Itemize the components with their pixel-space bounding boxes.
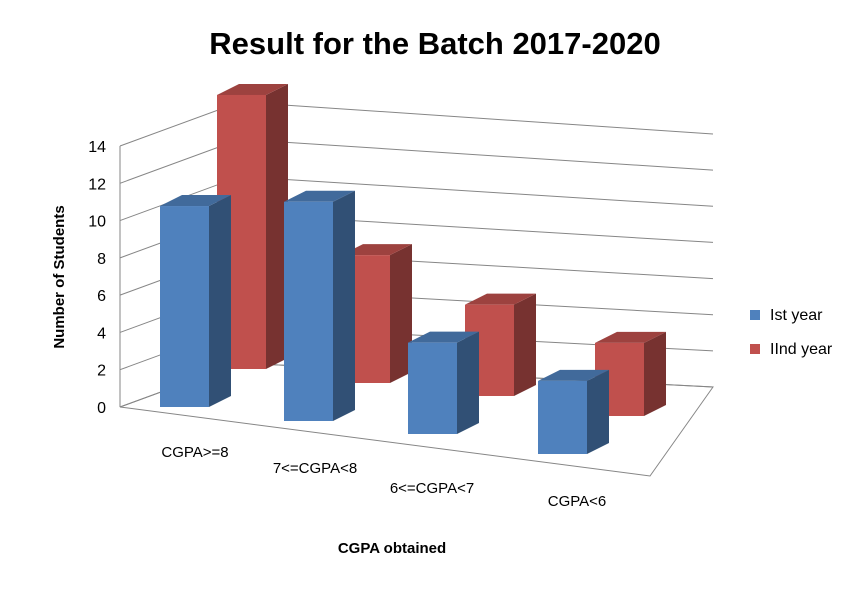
bar-side [457,331,479,434]
bar-side [390,244,412,383]
bar-top [408,331,479,343]
bar-front [408,342,457,434]
x-category-label: 7<=CGPA<8 [273,460,357,477]
bar-side [587,369,609,454]
legend-swatch [750,344,760,354]
bar-front [160,206,209,407]
bar-side [644,331,666,416]
y-tick-label: 10 [88,214,106,231]
gridline [119,138,714,184]
bar-side [514,293,536,396]
bar-side [209,195,231,407]
y-tick-label: 4 [97,325,106,342]
x-category-label: 6<=CGPA<7 [390,480,474,497]
bar-iind-year-2 [465,293,536,396]
y-tick-label: 8 [97,251,106,268]
y-tick-label: 6 [97,288,106,305]
legend: Ist year IInd year [750,307,833,358]
bar-ist-year-3 [538,369,609,454]
bar-side [266,83,288,369]
legend-label: Ist year [770,307,823,324]
bar-top [595,331,666,343]
gridline [119,101,714,147]
bars [160,83,666,454]
legend-label: IInd year [770,341,833,358]
x-axis-categories: CGPA>=8 7<=CGPA<8 6<=CGPA<7 CGPA<6 [161,444,606,510]
bar-top [465,293,536,305]
bar-ist-year-1 [284,190,355,421]
legend-swatch [750,310,760,320]
y-axis-title: Number of Students [51,205,68,348]
bar-top [341,244,412,256]
y-axis-ticks: 0 2 4 6 8 10 12 14 [88,139,106,417]
y-tick-label: 12 [88,176,106,193]
x-category-label: CGPA<6 [548,493,607,510]
bar-top [160,195,231,207]
y-tick-label: 2 [97,363,106,380]
bar-ist-year-2 [408,331,479,434]
y-tick-label: 0 [97,400,106,417]
bar-ist-year-0 [160,195,231,407]
x-axis-title: CGPA obtained [338,540,446,557]
y-tick-label: 14 [88,139,106,156]
bar-front [284,201,333,421]
x-category-label: CGPA>=8 [161,444,228,461]
chart-title: Result for the Batch 2017-2020 [209,26,660,61]
bar-front [538,380,587,454]
bar-top [538,369,609,381]
bar-top [284,190,355,202]
bar-side [333,190,355,421]
bar-top [217,83,288,95]
